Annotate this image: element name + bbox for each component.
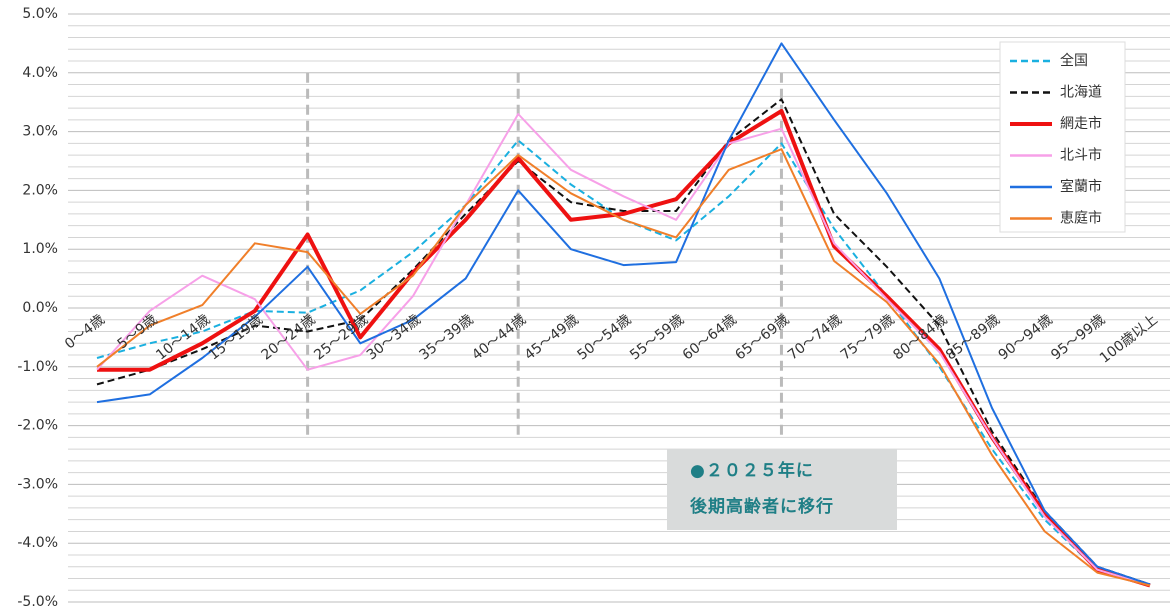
legend-label: 網走市: [1060, 115, 1102, 132]
y-tick-label: 1.0%: [22, 241, 58, 257]
series-line: [96, 148, 1151, 587]
y-tick-label: -1.0%: [17, 359, 58, 375]
legend: [999, 41, 1126, 233]
y-tick-label: -4.0%: [17, 535, 58, 551]
y-tick-label: 4.0%: [22, 65, 58, 81]
legend-label: 全国: [1060, 52, 1088, 69]
annotation-box: [667, 449, 897, 530]
series-line: [96, 139, 1151, 586]
legend-label: 北海道: [1060, 85, 1102, 101]
annotation: 後期高齢者に移行: [690, 496, 834, 517]
y-tick-label: -2.0%: [17, 418, 58, 434]
y-tick-label: 2.0%: [22, 182, 58, 198]
grid: [68, 13, 1170, 603]
series-line: [96, 42, 1151, 586]
legend-label: 室蘭市: [1060, 178, 1102, 195]
y-tick-label: -5.0%: [17, 594, 58, 610]
lines: [96, 42, 1151, 588]
annotation: ●２０２５年に: [690, 460, 814, 481]
series-line: [96, 113, 1151, 587]
series-line: [96, 98, 1151, 586]
series-line: [97, 109, 1151, 588]
y-tick-label: -3.0%: [17, 476, 58, 492]
y-tick-label: 3.0%: [22, 124, 58, 140]
legend-label: 恵庭市: [1060, 210, 1102, 227]
legend-label: 北斗市: [1060, 147, 1102, 164]
y-tick-label: 0.0%: [22, 300, 58, 316]
x-tick-label: 5～9歳: [115, 312, 161, 353]
y-tick-label: 5.0%: [22, 6, 58, 22]
x-tick-label: 0～4歳: [62, 312, 108, 353]
